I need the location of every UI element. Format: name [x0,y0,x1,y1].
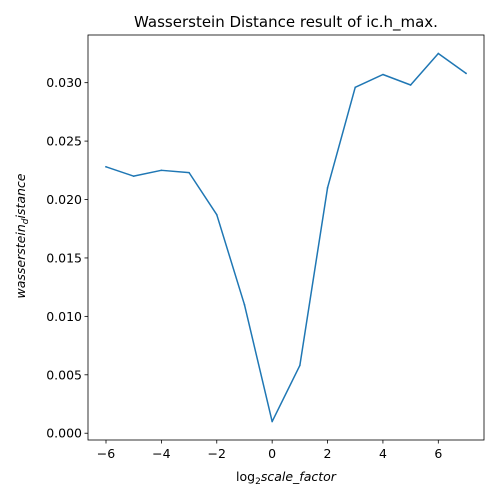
y-axis-label-main: wasserstein [13,224,28,298]
y-tick-label: 0.010 [46,309,82,324]
y-axis-label: wassersteindistance [13,173,31,298]
data-point [105,166,107,168]
plot-frame [87,34,485,441]
data-point [243,303,246,306]
data-point [465,72,467,75]
x-tick-label: 4 [379,446,387,461]
y-axis-label-subscript: d [21,218,31,224]
y-tick-label: 0.025 [46,134,82,149]
chart-title: Wasserstein Distance result of ic.h_max. [134,13,438,32]
y-tick-label: 0.015 [46,250,82,265]
data-point [215,213,218,216]
data-point [271,420,273,423]
x-axis-label-subscript: 2 [255,477,261,487]
data-point [132,175,135,177]
data-point [382,73,384,76]
x-tick-label: −6 [97,446,115,461]
plot-area: −6 −4 −2 0 2 4 6 0.000 0.005 0.010 0.015 0.020 0.025… [46,34,485,461]
data-point [326,187,329,189]
y-tick-label: 0.030 [46,75,82,90]
y-tick-label: 0.000 [46,426,82,441]
data-point [437,52,440,55]
y-tick-label: 0.005 [46,367,82,382]
data-point [188,171,190,174]
x-tick-label: 6 [434,446,442,461]
x-axis-label: log2scale_factor [236,469,337,487]
y-tick-label: 0.020 [46,192,82,207]
x-axis-label-prefix: log [236,469,255,484]
x-axis-label-main: scale_factor [261,469,337,484]
data-point [354,86,357,89]
series-line [105,52,468,423]
x-tick-label: 0 [268,446,276,461]
data-point [160,169,163,172]
data-point [299,364,301,367]
data-point [409,84,412,86]
x-tick-label: −2 [208,446,226,461]
y-axis-label-suffix: istance [13,173,28,218]
x-tick-label: −4 [152,446,170,461]
x-tick-label: 2 [324,446,332,461]
